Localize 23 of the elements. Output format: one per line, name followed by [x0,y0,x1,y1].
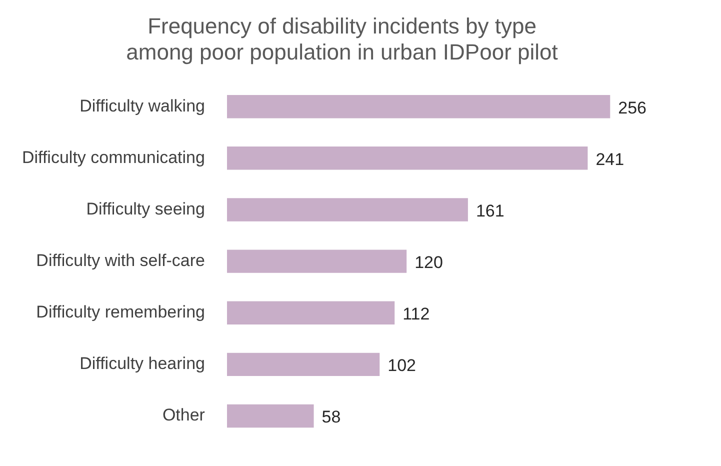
y-tick-label: Difficulty hearing [80,354,205,374]
bar [226,146,588,170]
data-label: 161 [476,201,504,220]
data-label: 256 [618,98,647,118]
data-label: 241 [596,150,624,169]
text: among poor population in urban IDPoor pilot [126,40,558,65]
data-label: 102 [388,356,416,376]
bar [226,301,395,324]
text: Frequency of disability incidents by type [148,13,536,38]
y-tick-label: Difficulty remembering [36,302,205,322]
data-label: 58 [322,408,341,427]
bar [226,250,407,273]
bar [226,404,314,428]
y-tick-label: Difficulty with self-care [36,250,205,270]
y-tick-label: Difficulty walking [80,96,205,116]
y-tick-label: Difficulty communicating [22,148,205,167]
y-tick-label: Other [162,406,206,425]
data-label: 120 [414,252,443,272]
data-label: 112 [402,304,430,324]
y-tick-label: Difficulty seeing [86,199,205,218]
bar [226,352,380,376]
bar [226,94,610,118]
bar [226,198,468,222]
